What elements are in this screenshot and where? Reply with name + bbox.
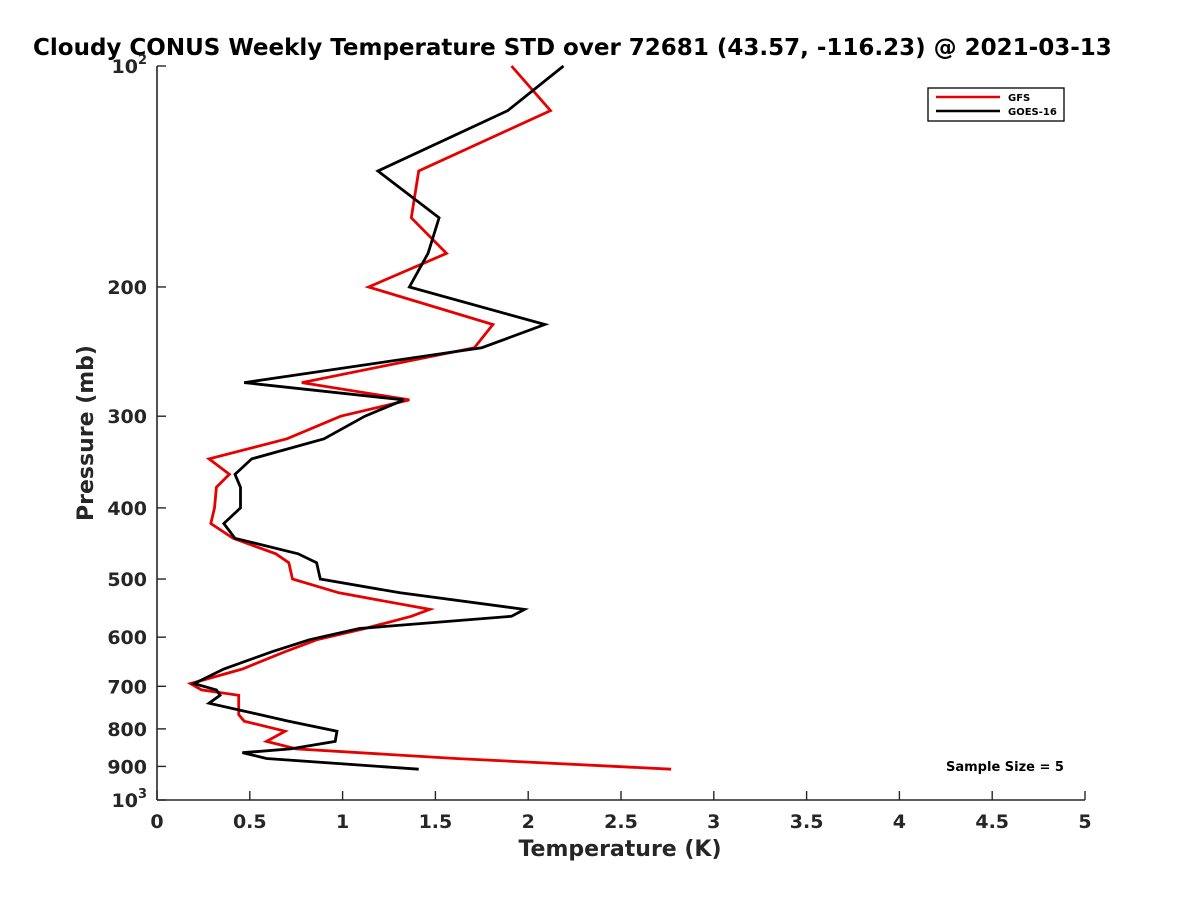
y-tick-label: 400 — [107, 498, 147, 520]
y-tick-label: 200 — [107, 277, 147, 299]
axes — [156, 66, 1085, 801]
y-tick-label: 103 — [112, 787, 148, 812]
x-tick-label: 5 — [1078, 811, 1091, 833]
x-tick-label: 3 — [707, 811, 720, 833]
y-ticks: 102 200 300 400 500 600 700 800 900 103 — [107, 53, 166, 812]
y-tick-label: 300 — [107, 406, 147, 428]
plot-lines — [186, 64, 672, 771]
legend: GFS GOES-16 — [927, 87, 1065, 122]
legend-label: GOES-16 — [1008, 107, 1057, 118]
y-tick-label: 900 — [107, 756, 147, 778]
series-line-gfs — [186, 65, 672, 771]
x-tick-label: 3.5 — [790, 811, 824, 833]
x-tick-label: 1.5 — [419, 811, 453, 833]
y-tick-label: 600 — [107, 627, 147, 649]
x-tick-label: 0 — [150, 811, 163, 833]
legend-label: GFS — [1008, 93, 1030, 104]
legend-box — [927, 87, 1065, 122]
x-tick-label: 2.5 — [604, 811, 638, 833]
x-axis-label: Temperature (K) — [518, 837, 721, 862]
y-tick-label: 102 — [112, 53, 148, 78]
x-ticks: 0 0.5 1 1.5 2 2.5 3 3.5 4 4.5 5 — [150, 791, 1092, 833]
x-tick-label: 1 — [336, 811, 349, 833]
y-tick-label: 500 — [107, 569, 147, 591]
series-line-goes-16 — [190, 64, 565, 771]
x-tick-label: 4.5 — [975, 811, 1009, 833]
chart-title: Cloudy CONUS Weekly Temperature STD over… — [33, 35, 1112, 61]
sample-size-annotation: Sample Size = 5 — [946, 760, 1064, 775]
legend-entries: GFS GOES-16 — [936, 93, 1057, 118]
x-tick-label: 2 — [522, 811, 535, 833]
x-tick-label: 4 — [893, 811, 906, 833]
y-tick-label: 800 — [107, 719, 147, 741]
x-tick-label: 0.5 — [233, 811, 267, 833]
y-axis-label: Pressure (mb) — [74, 345, 99, 521]
y-tick-label: 700 — [107, 676, 147, 698]
